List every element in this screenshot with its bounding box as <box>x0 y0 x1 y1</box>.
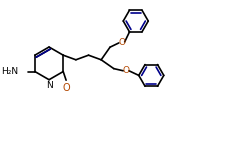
Text: N: N <box>45 81 52 90</box>
Text: H₂N: H₂N <box>1 67 18 76</box>
Text: O: O <box>62 83 70 93</box>
Text: O: O <box>118 38 125 47</box>
Text: O: O <box>122 66 129 75</box>
